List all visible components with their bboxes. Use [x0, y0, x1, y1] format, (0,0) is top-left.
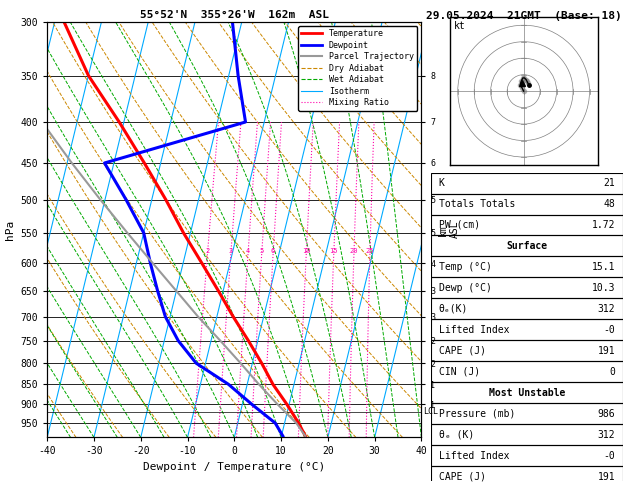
Bar — [431, 278, 623, 298]
Text: Totals Totals: Totals Totals — [438, 199, 515, 209]
Text: kt: kt — [454, 21, 465, 32]
Text: Dewp (°C): Dewp (°C) — [438, 283, 491, 293]
Bar — [431, 173, 623, 193]
Text: 15.1: 15.1 — [591, 262, 615, 272]
Text: CAPE (J): CAPE (J) — [438, 472, 486, 482]
Legend: Temperature, Dewpoint, Parcel Trajectory, Dry Adiabat, Wet Adiabat, Isotherm, Mi: Temperature, Dewpoint, Parcel Trajectory… — [298, 26, 417, 111]
Text: K: K — [438, 178, 445, 188]
Text: 48: 48 — [603, 199, 615, 209]
Text: 2: 2 — [205, 248, 209, 254]
Text: 312: 312 — [598, 304, 615, 314]
Text: θₑ (K): θₑ (K) — [438, 430, 474, 440]
Bar — [431, 445, 623, 467]
Text: Most Unstable: Most Unstable — [489, 388, 565, 398]
Text: 191: 191 — [598, 472, 615, 482]
Text: 312: 312 — [598, 430, 615, 440]
Text: Surface: Surface — [506, 241, 547, 251]
Text: 5: 5 — [260, 248, 264, 254]
Text: Pressure (mb): Pressure (mb) — [438, 409, 515, 419]
Text: -0: -0 — [603, 325, 615, 335]
Text: 0: 0 — [609, 367, 615, 377]
Text: PW (cm): PW (cm) — [438, 220, 480, 230]
Text: 191: 191 — [598, 346, 615, 356]
Text: Lifted Index: Lifted Index — [438, 325, 509, 335]
Bar — [431, 257, 623, 278]
Text: Lifted Index: Lifted Index — [438, 451, 509, 461]
Text: 21: 21 — [603, 178, 615, 188]
Text: 15: 15 — [330, 248, 338, 254]
Text: LCL: LCL — [423, 407, 438, 417]
Text: -0: -0 — [603, 451, 615, 461]
Bar — [431, 193, 623, 214]
Text: 29.05.2024  21GMT  (Base: 18): 29.05.2024 21GMT (Base: 18) — [426, 11, 621, 21]
Text: 25: 25 — [365, 248, 374, 254]
Text: CAPE (J): CAPE (J) — [438, 346, 486, 356]
Bar — [431, 319, 623, 340]
Bar — [431, 340, 623, 362]
Text: 10: 10 — [302, 248, 311, 254]
Bar — [431, 214, 623, 236]
Text: θₑ(K): θₑ(K) — [438, 304, 468, 314]
Text: Temp (°C): Temp (°C) — [438, 262, 491, 272]
Bar — [431, 382, 623, 403]
Bar — [431, 467, 623, 486]
Title: 55°52'N  355°26'W  162m  ASL: 55°52'N 355°26'W 162m ASL — [140, 10, 329, 20]
Text: 986: 986 — [598, 409, 615, 419]
Text: 10.3: 10.3 — [591, 283, 615, 293]
Bar — [431, 424, 623, 445]
Bar — [431, 362, 623, 382]
Text: 4: 4 — [246, 248, 250, 254]
Text: CIN (J): CIN (J) — [438, 367, 480, 377]
Bar — [431, 403, 623, 424]
Text: 20: 20 — [350, 248, 358, 254]
Text: 1.72: 1.72 — [591, 220, 615, 230]
Bar — [431, 236, 623, 257]
Text: 6: 6 — [271, 248, 276, 254]
Y-axis label: km
ASL: km ASL — [438, 221, 460, 239]
Bar — [431, 298, 623, 319]
Y-axis label: hPa: hPa — [5, 220, 15, 240]
Text: 3: 3 — [229, 248, 233, 254]
X-axis label: Dewpoint / Temperature (°C): Dewpoint / Temperature (°C) — [143, 462, 325, 472]
